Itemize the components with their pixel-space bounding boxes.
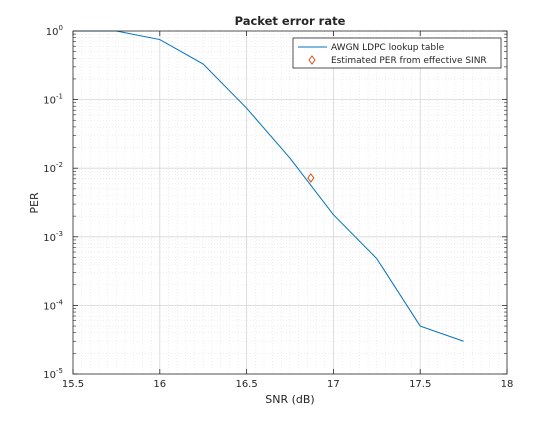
- x-tick-label: 18: [501, 379, 514, 390]
- axis-ticks: [72, 30, 508, 375]
- y-tick-label: 10-2: [43, 161, 63, 175]
- series-line-awgn-ldpc: [73, 30, 464, 342]
- y-axis-label: PER: [28, 192, 41, 214]
- minor-grid: [73, 31, 507, 374]
- y-tick-label: 10-1: [43, 93, 63, 107]
- x-tick-label: 17: [327, 379, 340, 390]
- major-grid: [73, 31, 507, 374]
- legend-diamond-swatch: [308, 55, 316, 65]
- x-axis-label: SNR (dB): [265, 393, 314, 406]
- y-tick-label: 10-5: [43, 367, 63, 381]
- chart-title: Packet error rate: [235, 14, 346, 28]
- legend-label-awgn: AWGN LDPC lookup table: [331, 43, 445, 53]
- x-tick-labels: 15.5 16 16.5 17 17.5 18: [62, 379, 514, 390]
- x-tick-label: 16: [153, 379, 166, 390]
- legend: AWGN LDPC lookup table Estimated PER fro…: [292, 37, 502, 69]
- legend-box: [292, 37, 502, 69]
- y-tick-label: 10-4: [43, 298, 63, 312]
- x-tick-label: 15.5: [62, 379, 84, 390]
- series-layer: [73, 30, 464, 342]
- x-tick-label: 17.5: [409, 379, 431, 390]
- plot-frame: [72, 30, 508, 375]
- y-tick-label: 10-3: [43, 230, 63, 244]
- x-tick-label: 16.5: [235, 379, 257, 390]
- legend-label-estimated: Estimated PER from effective SINR: [331, 56, 487, 66]
- y-tick-labels: 100 10-1 10-2 10-3 10-4 10-5: [43, 24, 63, 381]
- y-tick-label: 100: [46, 24, 63, 38]
- estimated-per-diamond-marker: [307, 173, 315, 183]
